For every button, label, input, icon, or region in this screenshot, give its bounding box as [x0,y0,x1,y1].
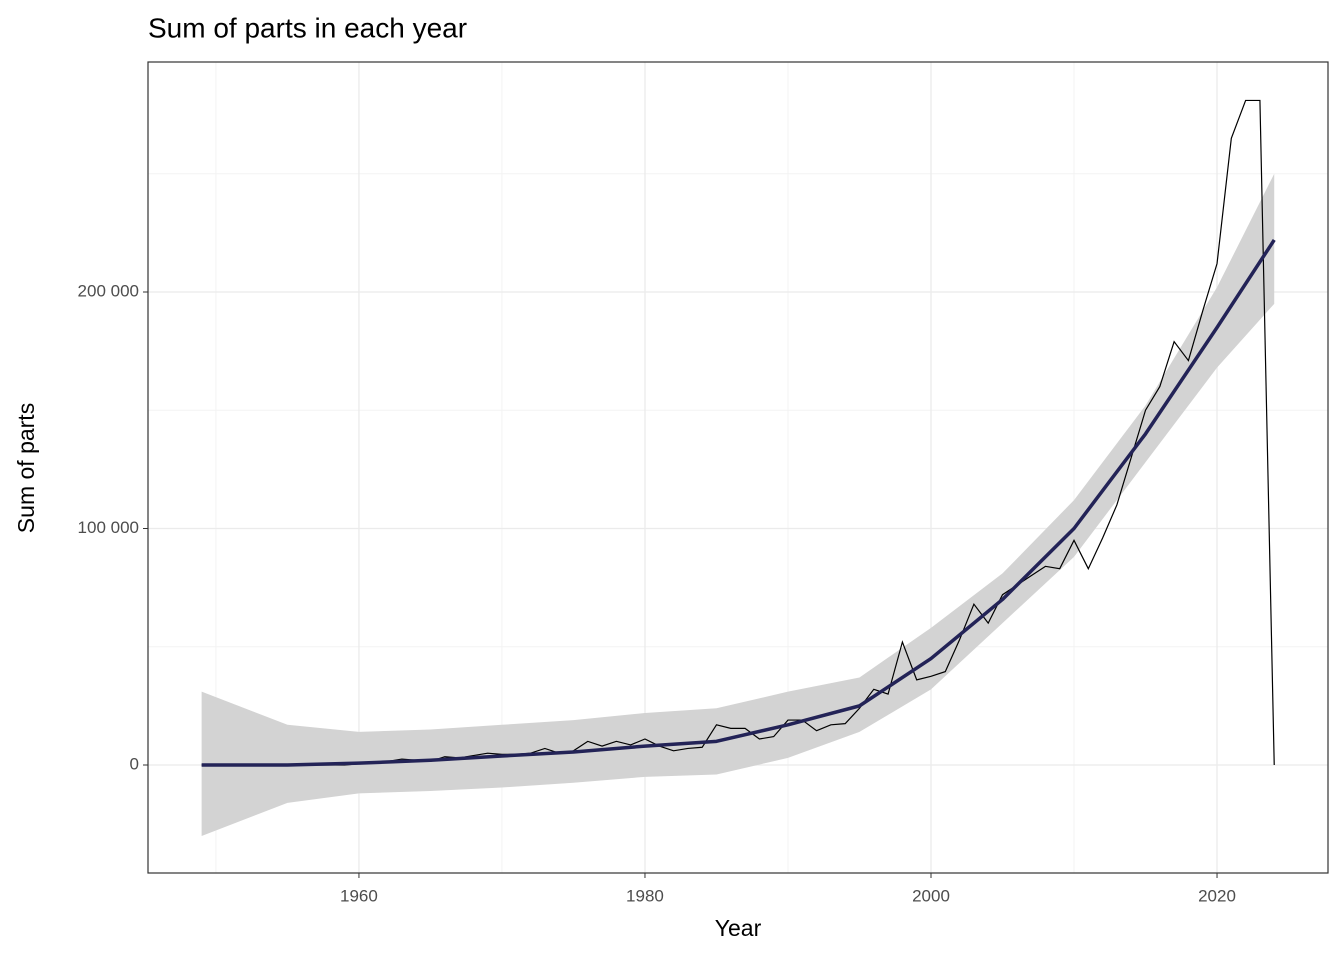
smooth-line [201,239,1276,767]
x-tick-label: 1960 [340,886,378,905]
x-tick-label: 1980 [626,886,664,905]
x-tick-label: 2000 [912,886,950,905]
y-tick-label: 0 [130,754,139,773]
chart-title: Sum of parts in each year [148,12,467,43]
panel-border [147,61,1329,874]
x-axis-title: Year [715,915,762,941]
x-tick-label: 2020 [1198,886,1236,905]
y-tick-label: 100 000 [78,518,139,537]
y-axis-title: Sum of parts [13,403,39,533]
y-tick-label: 200 000 [78,281,139,300]
confidence-band [201,173,1275,836]
data-line [201,99,1275,766]
